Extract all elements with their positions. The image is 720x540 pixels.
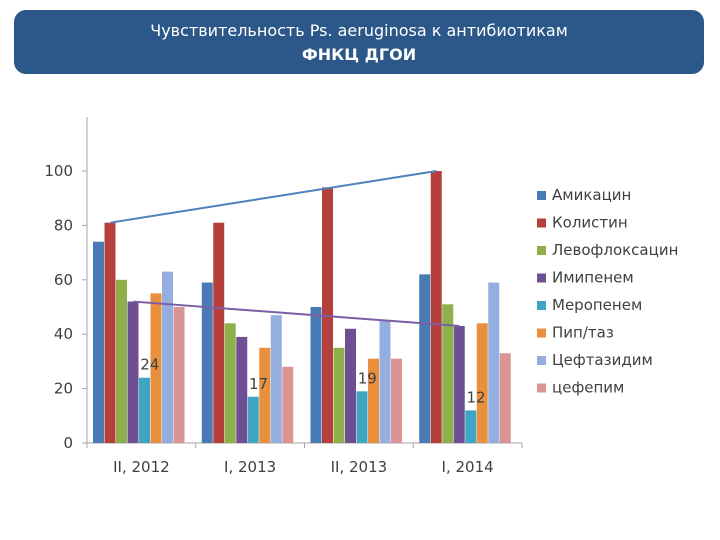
data-label: 19 (358, 369, 377, 387)
bar (476, 323, 488, 443)
bar (453, 326, 465, 443)
legend-label: Левофлоксацин (552, 241, 678, 259)
bar (430, 171, 442, 443)
bar (104, 222, 116, 443)
legend-label: Амикацин (552, 186, 631, 204)
bar (419, 274, 431, 443)
legend-label: Колистин (552, 214, 628, 232)
bar (162, 271, 173, 443)
legend-label: Цефтазидим (552, 351, 653, 369)
legend-swatch (537, 273, 546, 283)
bar (259, 347, 271, 443)
bar (150, 293, 162, 443)
y-tick-label: 100 (44, 162, 73, 180)
bar (368, 358, 379, 443)
y-tick-label: 40 (54, 325, 73, 343)
bar (93, 241, 104, 443)
legend-swatch (537, 301, 546, 310)
data-label: 24 (140, 356, 159, 374)
legend-swatch (537, 246, 546, 255)
bar (139, 377, 150, 443)
bar (465, 410, 477, 443)
data-label: 17 (249, 375, 268, 393)
bar (488, 282, 500, 443)
bar (201, 282, 213, 443)
legend-swatch (537, 218, 546, 228)
bar (224, 323, 236, 443)
x-category-label: I, 2013 (224, 458, 276, 476)
legend-swatch (537, 356, 546, 365)
bar (116, 279, 127, 443)
y-tick-label: 20 (54, 380, 73, 398)
bar (310, 307, 322, 443)
bar (236, 336, 248, 443)
legend-label: Пип/таз (552, 324, 614, 342)
legend-label: Имипенем (552, 269, 634, 287)
bar (333, 347, 345, 443)
legend-swatch (537, 328, 546, 338)
bar (270, 315, 282, 443)
bar (213, 222, 225, 443)
bar (499, 353, 511, 443)
trendline (133, 300, 460, 328)
bar (442, 304, 454, 443)
legend-label: цефепим (552, 379, 624, 397)
legend-label: Меропенем (552, 296, 642, 314)
x-category-label: II, 2013 (331, 458, 388, 476)
trendline (110, 170, 437, 224)
bar (173, 307, 185, 443)
bar (282, 366, 294, 443)
bar (391, 358, 402, 443)
y-tick-label: 0 (63, 434, 73, 452)
bar (379, 320, 391, 443)
y-tick-label: 60 (54, 271, 73, 289)
bar (356, 391, 368, 443)
bar (345, 328, 356, 443)
chart-title: Чувствительность Ps. aeruginosa к антиби… (150, 21, 568, 40)
chart-subtitle: ФНКЦ ДГОИ (301, 45, 417, 64)
y-tick-label: 80 (54, 216, 73, 234)
bar (127, 301, 139, 443)
data-label: 12 (466, 388, 485, 406)
bar (247, 396, 259, 443)
legend-swatch (537, 191, 546, 200)
x-category-label: I, 2014 (442, 458, 494, 476)
legend-swatch (537, 383, 546, 393)
x-category-label: II, 2012 (113, 458, 170, 476)
title-banner: Чувствительность Ps. aeruginosa к антиби… (14, 10, 704, 74)
